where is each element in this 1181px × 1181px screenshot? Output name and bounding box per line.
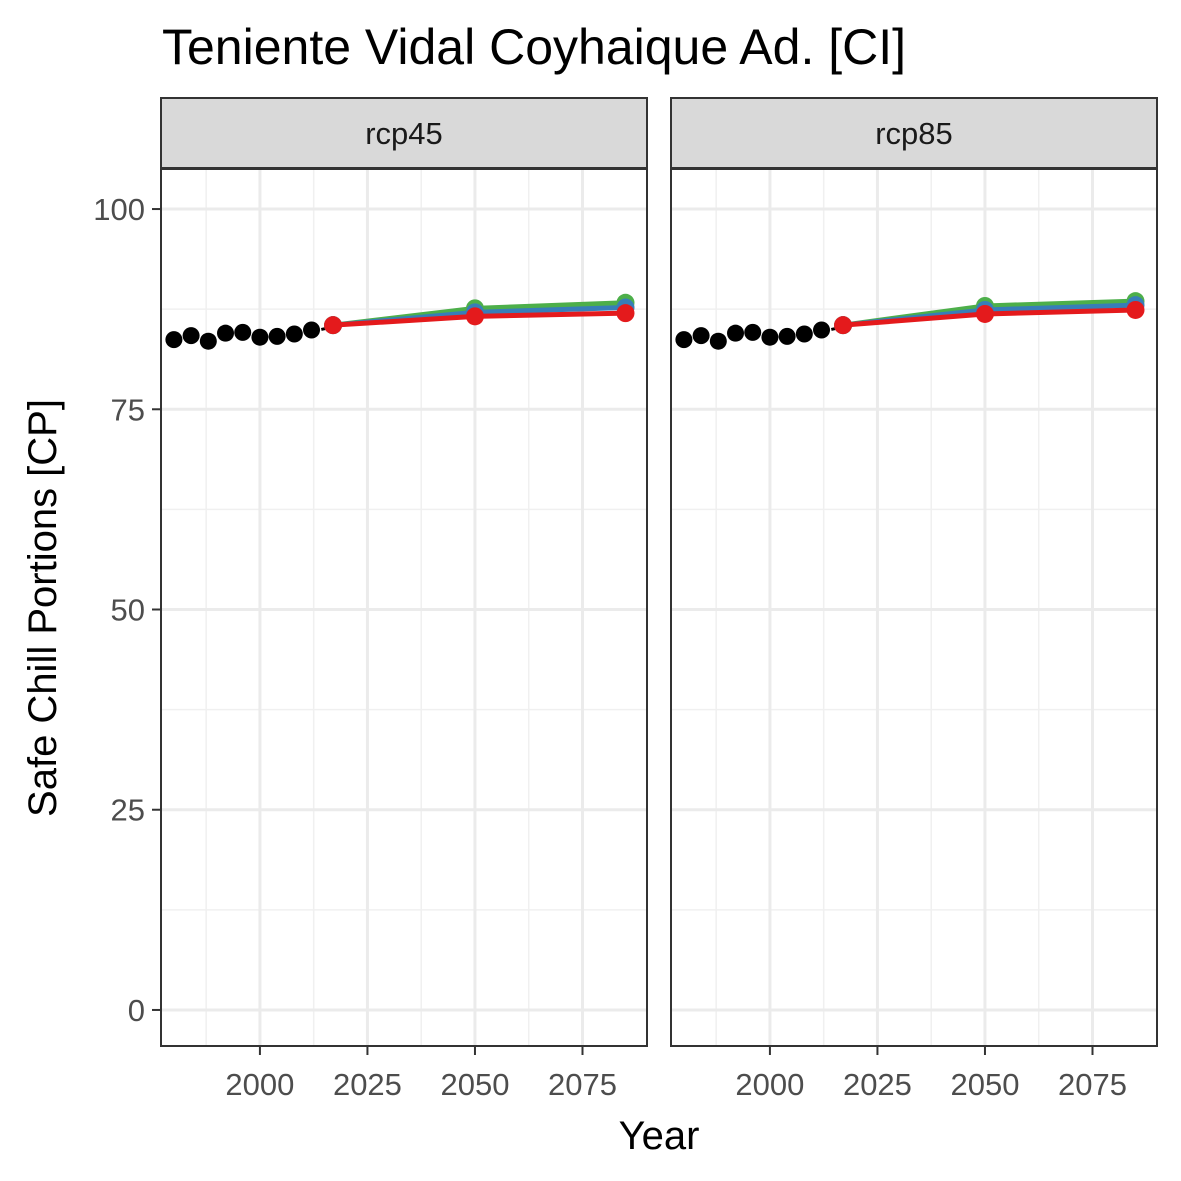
facet-strip-label: rcp85 xyxy=(875,116,953,151)
facet-strip-label: rcp45 xyxy=(365,116,443,151)
panel-rcp45: rcp45 2000 2025 2050 2075 0 25 50 75 100 xyxy=(93,97,648,1102)
series-point-red xyxy=(1126,300,1145,319)
historic-point xyxy=(268,327,286,345)
panel-rcp85: rcp85 2000 2025 2050 2075 xyxy=(670,97,1158,1102)
y-tick-label: 75 xyxy=(111,392,145,427)
x-tick-label: 2000 xyxy=(225,1067,294,1102)
historic-point xyxy=(165,331,183,349)
historic-point xyxy=(744,323,762,341)
historic-point xyxy=(813,321,831,339)
historic-point xyxy=(217,324,235,342)
facet-panels: rcp45 2000 2025 2050 2075 0 25 50 75 100 rcp85 2000… xyxy=(93,97,1158,1102)
historic-point xyxy=(727,324,745,342)
historic-point xyxy=(285,325,303,343)
historic-point xyxy=(182,327,200,345)
y-tick-label: 50 xyxy=(111,593,145,628)
historic-point xyxy=(199,332,217,350)
series-point-red xyxy=(324,316,343,335)
historic-point xyxy=(303,321,321,339)
y-tick-label: 25 xyxy=(111,793,145,828)
historic-point xyxy=(709,332,727,350)
historic-point xyxy=(761,328,779,346)
historic-point xyxy=(692,327,710,345)
historic-point xyxy=(795,325,813,343)
x-tick-label: 2050 xyxy=(950,1067,1019,1102)
facet-strip xyxy=(160,97,648,169)
historic-point xyxy=(251,328,269,346)
historic-point xyxy=(778,327,796,345)
series-point-red xyxy=(834,316,853,335)
panel-border xyxy=(160,168,648,1047)
chart-title: Teniente Vidal Coyhaique Ad. [CI] xyxy=(162,19,906,75)
x-tick-label: 2025 xyxy=(333,1067,402,1102)
series-point-red xyxy=(616,304,635,323)
x-axis-title: Year xyxy=(619,1114,700,1158)
series-point-red xyxy=(975,304,994,323)
x-tick-label: 2025 xyxy=(843,1067,912,1102)
x-tick-label: 2075 xyxy=(1058,1067,1127,1102)
y-tick-label: 0 xyxy=(128,993,145,1028)
historic-point xyxy=(675,331,693,349)
facet-strip xyxy=(670,97,1158,169)
y-axis-title: Safe Chill Portions [CP] xyxy=(21,399,65,817)
y-tick-label: 100 xyxy=(93,192,145,227)
historic-point xyxy=(234,323,252,341)
series-point-red xyxy=(465,307,484,326)
x-tick-label: 2000 xyxy=(735,1067,804,1102)
plot-background xyxy=(161,169,647,1046)
x-tick-label: 2050 xyxy=(440,1067,509,1102)
x-tick-label: 2075 xyxy=(548,1067,617,1102)
panel-border xyxy=(670,168,1158,1047)
